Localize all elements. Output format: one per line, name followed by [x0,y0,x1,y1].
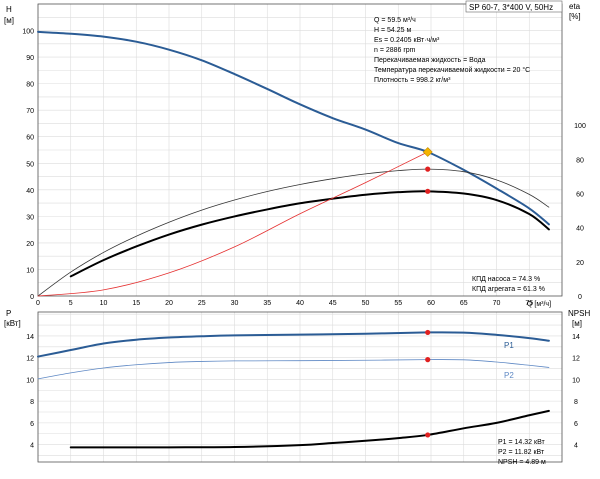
system-curve [37,151,429,297]
info-liquid: Перекачиваемая жидкость = Вода [374,57,486,64]
x-tick-label: 40 [296,300,304,307]
right-tick-label: 80 [576,157,584,164]
info-temperature: Температура перекачиваемой жидкости = 20… [374,66,530,74]
x-tick-label: 70 [493,300,501,307]
x-tick-label: 55 [394,300,402,307]
right-tick-label: 0 [578,294,582,301]
x-tick-label: 60 [427,300,435,307]
bottom-left-tick-label: 14 [26,334,34,341]
left-axis-unit-bottom: [кВт] [4,319,21,328]
result-npsh: NPSH = 4.89 м [498,459,546,466]
bottom-right-tick-label: 6 [574,421,578,428]
right-axis-title-bottom: NPSH [568,309,590,318]
p1-curve [37,331,550,358]
left-tick-label: 10 [26,267,34,274]
left-tick-label: 80 [26,82,34,89]
npsh-curve [69,409,550,449]
p1-series-label: P1 [504,341,514,350]
axes-layer: 0 10 20 30 40 50 60 70 80 90 100 0 20 40 60 80 100 0 5 10 15… [22,3,586,463]
x-tick-label: 20 [165,300,173,307]
left-tick-label: 70 [26,108,34,115]
unit-efficiency-curve [69,190,550,278]
left-tick-label: 0 [30,294,34,301]
right-axis-unit-top: [%] [569,12,581,21]
unit-efficiency-label: КПД агрегата = 61.3 % [472,286,545,293]
bottom-right-tick-label: 12 [572,356,580,363]
right-tick-label: 100 [574,123,586,130]
bottom-left-tick-label: 8 [30,399,34,406]
x-axis-title: Q [м³/ч] [527,301,551,308]
pump-efficiency-curve [37,168,550,297]
info-h: H = 54.25 м [374,27,411,34]
right-axis-unit-bottom: [м] [572,319,582,328]
bottom-left-tick-label: 12 [26,356,34,363]
info-n: n = 2886 rpm [374,47,416,54]
x-tick-label: 75 [525,300,533,307]
head-curve [37,30,550,226]
right-axis-title-top: eta [569,2,581,11]
x-tick-label: 5 [69,300,73,307]
x-tick-label: 25 [198,300,206,307]
left-tick-label: 20 [26,241,34,248]
info-q: Q = 59.5 м³/ч [374,17,416,24]
x-tick-label: 35 [263,300,271,307]
chart-title: SP 60-7, 3*400 V, 50Hz [469,3,553,12]
left-tick-label: 90 [26,55,34,62]
bottom-panel-frame [37,311,563,463]
bottom-right-tick-label: 10 [572,377,580,384]
left-tick-label: 40 [26,188,34,195]
markers-layer [422,147,433,438]
right-tick-label: 40 [576,226,584,233]
bottom-right-tick-label: 8 [574,399,578,406]
left-tick-label: 30 [26,214,34,221]
result-p1: P1 = 14.32 кВт [498,439,546,446]
p2-duty-point-marker [425,357,431,363]
text-layer: SP 60-7, 3*400 V, 50Hz H [м] eta [%] Q =… [4,0,590,466]
left-axis-title-bottom: P [6,309,11,318]
bottom-left-tick-label: 10 [26,377,34,384]
x-tick-label: 65 [460,300,468,307]
right-tick-label: 60 [576,192,584,199]
right-tick-label: 20 [576,260,584,267]
result-p2: P2 = 11.82 кВт [498,449,545,456]
bottom-right-tick-label: 14 [572,334,580,341]
x-tick-label: 0 [36,300,40,307]
left-tick-label: 60 [26,135,34,142]
x-tick-label: 50 [362,300,370,307]
info-es: Es = 0.2405 кВт·ч/м³ [374,37,440,44]
top-panel-frame [37,3,563,297]
pump-efficiency-duty-point-marker [425,166,431,172]
pump-efficiency-label: КПД насоса = 74.3 % [472,276,540,283]
unit-efficiency-duty-point-marker [425,188,431,194]
p1-duty-point-marker [425,329,431,336]
p2-series-label: P2 [504,371,514,380]
bottom-left-tick-label: 4 [30,443,34,450]
title-box [465,0,563,13]
left-axis-title-top: H [6,5,12,14]
p2-curve [37,359,550,380]
x-tick-label: 15 [132,300,140,307]
grid-layer [37,3,563,462]
left-tick-label: 50 [26,161,34,168]
x-tick-label: 10 [100,300,108,307]
left-axis-unit-top: [м] [4,16,14,25]
x-tick-label: 45 [329,300,337,307]
left-tick-label: 100 [22,29,34,36]
head-duty-point-marker [422,147,433,157]
info-density: Плотность = 998.2 кг/м³ [374,77,451,84]
x-tick-label: 30 [231,300,239,307]
bottom-right-tick-label: 4 [574,443,578,450]
bottom-left-tick-label: 6 [30,421,34,428]
npsh-duty-point-marker [425,432,431,438]
series-layer [37,30,550,449]
